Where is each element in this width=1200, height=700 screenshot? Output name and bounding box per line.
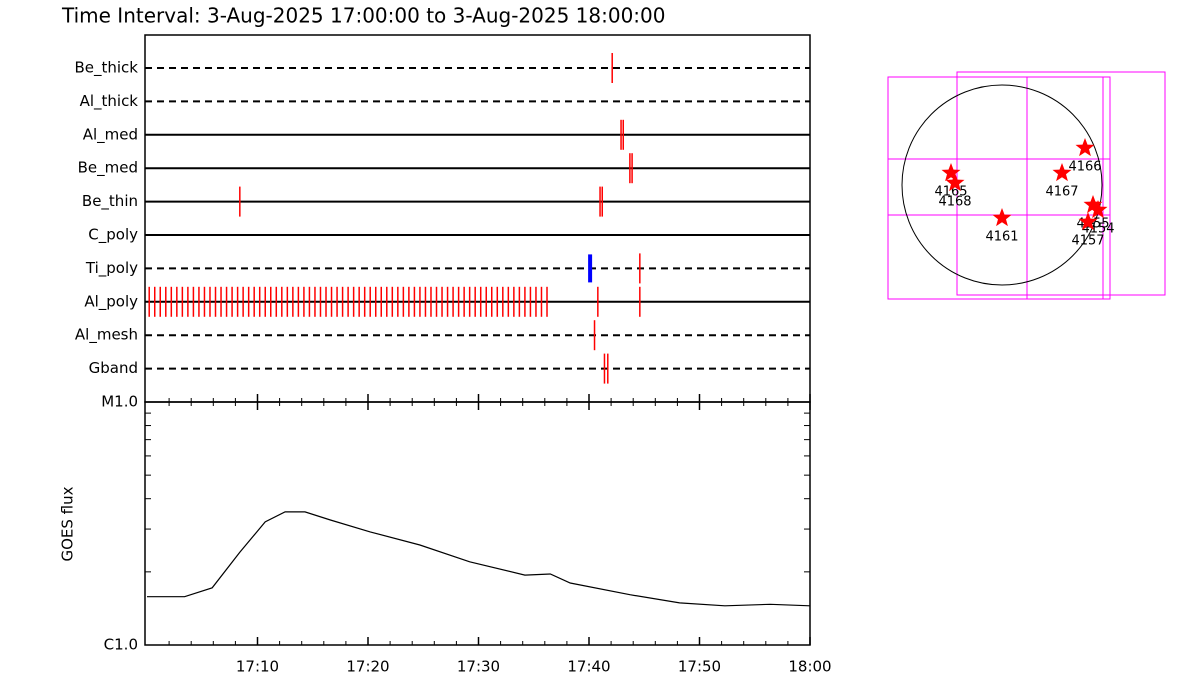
- row-label: Al_med: [83, 125, 138, 144]
- x-tick-label: 17:30: [457, 658, 500, 676]
- active-region-star: [1078, 212, 1098, 231]
- active-region-label: 4168: [938, 195, 971, 210]
- chart-title: Time Interval: 3-Aug-2025 17:00:00 to 3-…: [61, 4, 666, 28]
- y-tick-label: C1.0: [104, 636, 138, 654]
- active-region-star: [1088, 200, 1108, 219]
- x-tick-label: 17:40: [567, 658, 610, 676]
- row-label: Be_thick: [74, 59, 138, 78]
- active-region-star: [1052, 163, 1072, 182]
- fov-box: [887, 76, 1111, 300]
- y-axis-label: GOES flux: [59, 486, 77, 561]
- row-label: Ti_poly: [85, 259, 138, 278]
- goes-curve: [147, 511, 811, 607]
- active-region-label: 4157: [1071, 234, 1104, 249]
- active-region-star: [941, 163, 961, 182]
- goes-frame: [144, 401, 811, 646]
- active-region-star: [1083, 195, 1103, 214]
- solar-disk: [901, 84, 1103, 286]
- row-label: C_poly: [88, 226, 138, 245]
- y-tick-label: M1.0: [101, 393, 138, 411]
- active-region-star: [945, 173, 965, 192]
- active-region-label: 4167: [1045, 185, 1078, 200]
- active-region-star: [992, 208, 1012, 227]
- x-tick-label: 17:20: [346, 658, 389, 676]
- active-region-label: 4166: [1068, 160, 1101, 175]
- x-tick-label: 17:50: [678, 658, 721, 676]
- x-tick-label: 17:10: [236, 658, 279, 676]
- fov-boxes: [887, 71, 1166, 300]
- active-region-star: [1075, 138, 1095, 157]
- fov-box: [956, 71, 1166, 296]
- row-label: Be_med: [78, 159, 138, 178]
- row-label: Al_poly: [84, 292, 138, 311]
- row-label: Al_mesh: [75, 326, 138, 345]
- timeline-frame: [144, 34, 811, 403]
- active-region-label: 4161: [985, 230, 1018, 245]
- row-label: Al_thick: [80, 92, 139, 111]
- row-label: Gband: [89, 359, 138, 377]
- x-tick-label: 18:00: [788, 658, 831, 676]
- row-label: Be_thin: [82, 192, 138, 211]
